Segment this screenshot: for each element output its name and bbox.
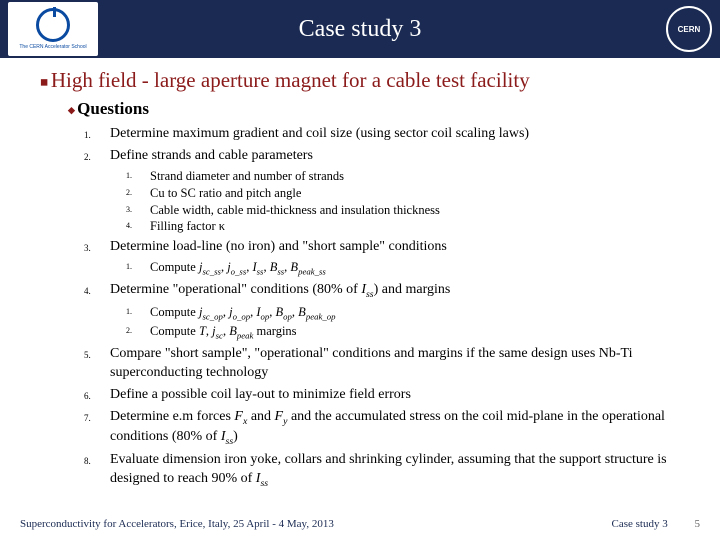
sub-item: Compute jsc_op, jo_op, Iop, Bop, Bpeak_o… bbox=[150, 304, 690, 323]
sub-item: Strand diameter and number of strands bbox=[150, 168, 690, 185]
sub-item: Compute T, jsc, Bpeak margins bbox=[150, 323, 690, 342]
sub-list: Compute jsc_ss, jo_ss, Iss, Bss, Bpeak_s… bbox=[150, 259, 690, 278]
cern-school-logo: The CERN Accelerator School bbox=[8, 2, 98, 56]
page-number: 5 bbox=[695, 518, 701, 530]
sub-heading: Questions bbox=[68, 99, 690, 119]
slide-body: High field - large aperture magnet for a… bbox=[0, 58, 720, 490]
sub-item: Cable width, cable mid-thickness and ins… bbox=[150, 202, 690, 219]
question-item: Determine load-line (no iron) and "short… bbox=[110, 238, 690, 278]
question-item: Determine maximum gradient and coil size… bbox=[110, 125, 690, 144]
footer-left: Superconductivity for Accelerators, Eric… bbox=[20, 518, 334, 530]
question-item: Define strands and cable parametersStran… bbox=[110, 147, 690, 235]
sub-list: Strand diameter and number of strandsCu … bbox=[150, 168, 690, 236]
main-heading: High field - large aperture magnet for a… bbox=[40, 68, 690, 93]
sub-item: Cu to SC ratio and pitch angle bbox=[150, 185, 690, 202]
sub-list: Compute jsc_op, jo_op, Iop, Bop, Bpeak_o… bbox=[150, 304, 690, 343]
cern-logo: CERN bbox=[666, 6, 712, 52]
question-list: Determine maximum gradient and coil size… bbox=[110, 125, 690, 490]
slide-title: Case study 3 bbox=[299, 16, 422, 43]
question-item: Compare "short sample", "operational" co… bbox=[110, 345, 690, 383]
question-item: Evaluate dimension iron yoke, collars an… bbox=[110, 451, 690, 490]
question-item: Determine e.m forces Fx and Fy and the a… bbox=[110, 408, 690, 448]
slide-footer: Superconductivity for Accelerators, Eric… bbox=[20, 518, 700, 530]
question-item: Define a possible coil lay-out to minimi… bbox=[110, 386, 690, 405]
sub-item: Compute jsc_ss, jo_ss, Iss, Bss, Bpeak_s… bbox=[150, 259, 690, 278]
logo-left-caption: The CERN Accelerator School bbox=[19, 44, 86, 50]
footer-right: Case study 3 bbox=[612, 518, 668, 530]
sub-item: Filling factor κ bbox=[150, 218, 690, 235]
slide-header: The CERN Accelerator School Case study 3… bbox=[0, 0, 720, 58]
question-item: Determine "operational" conditions (80% … bbox=[110, 281, 690, 342]
